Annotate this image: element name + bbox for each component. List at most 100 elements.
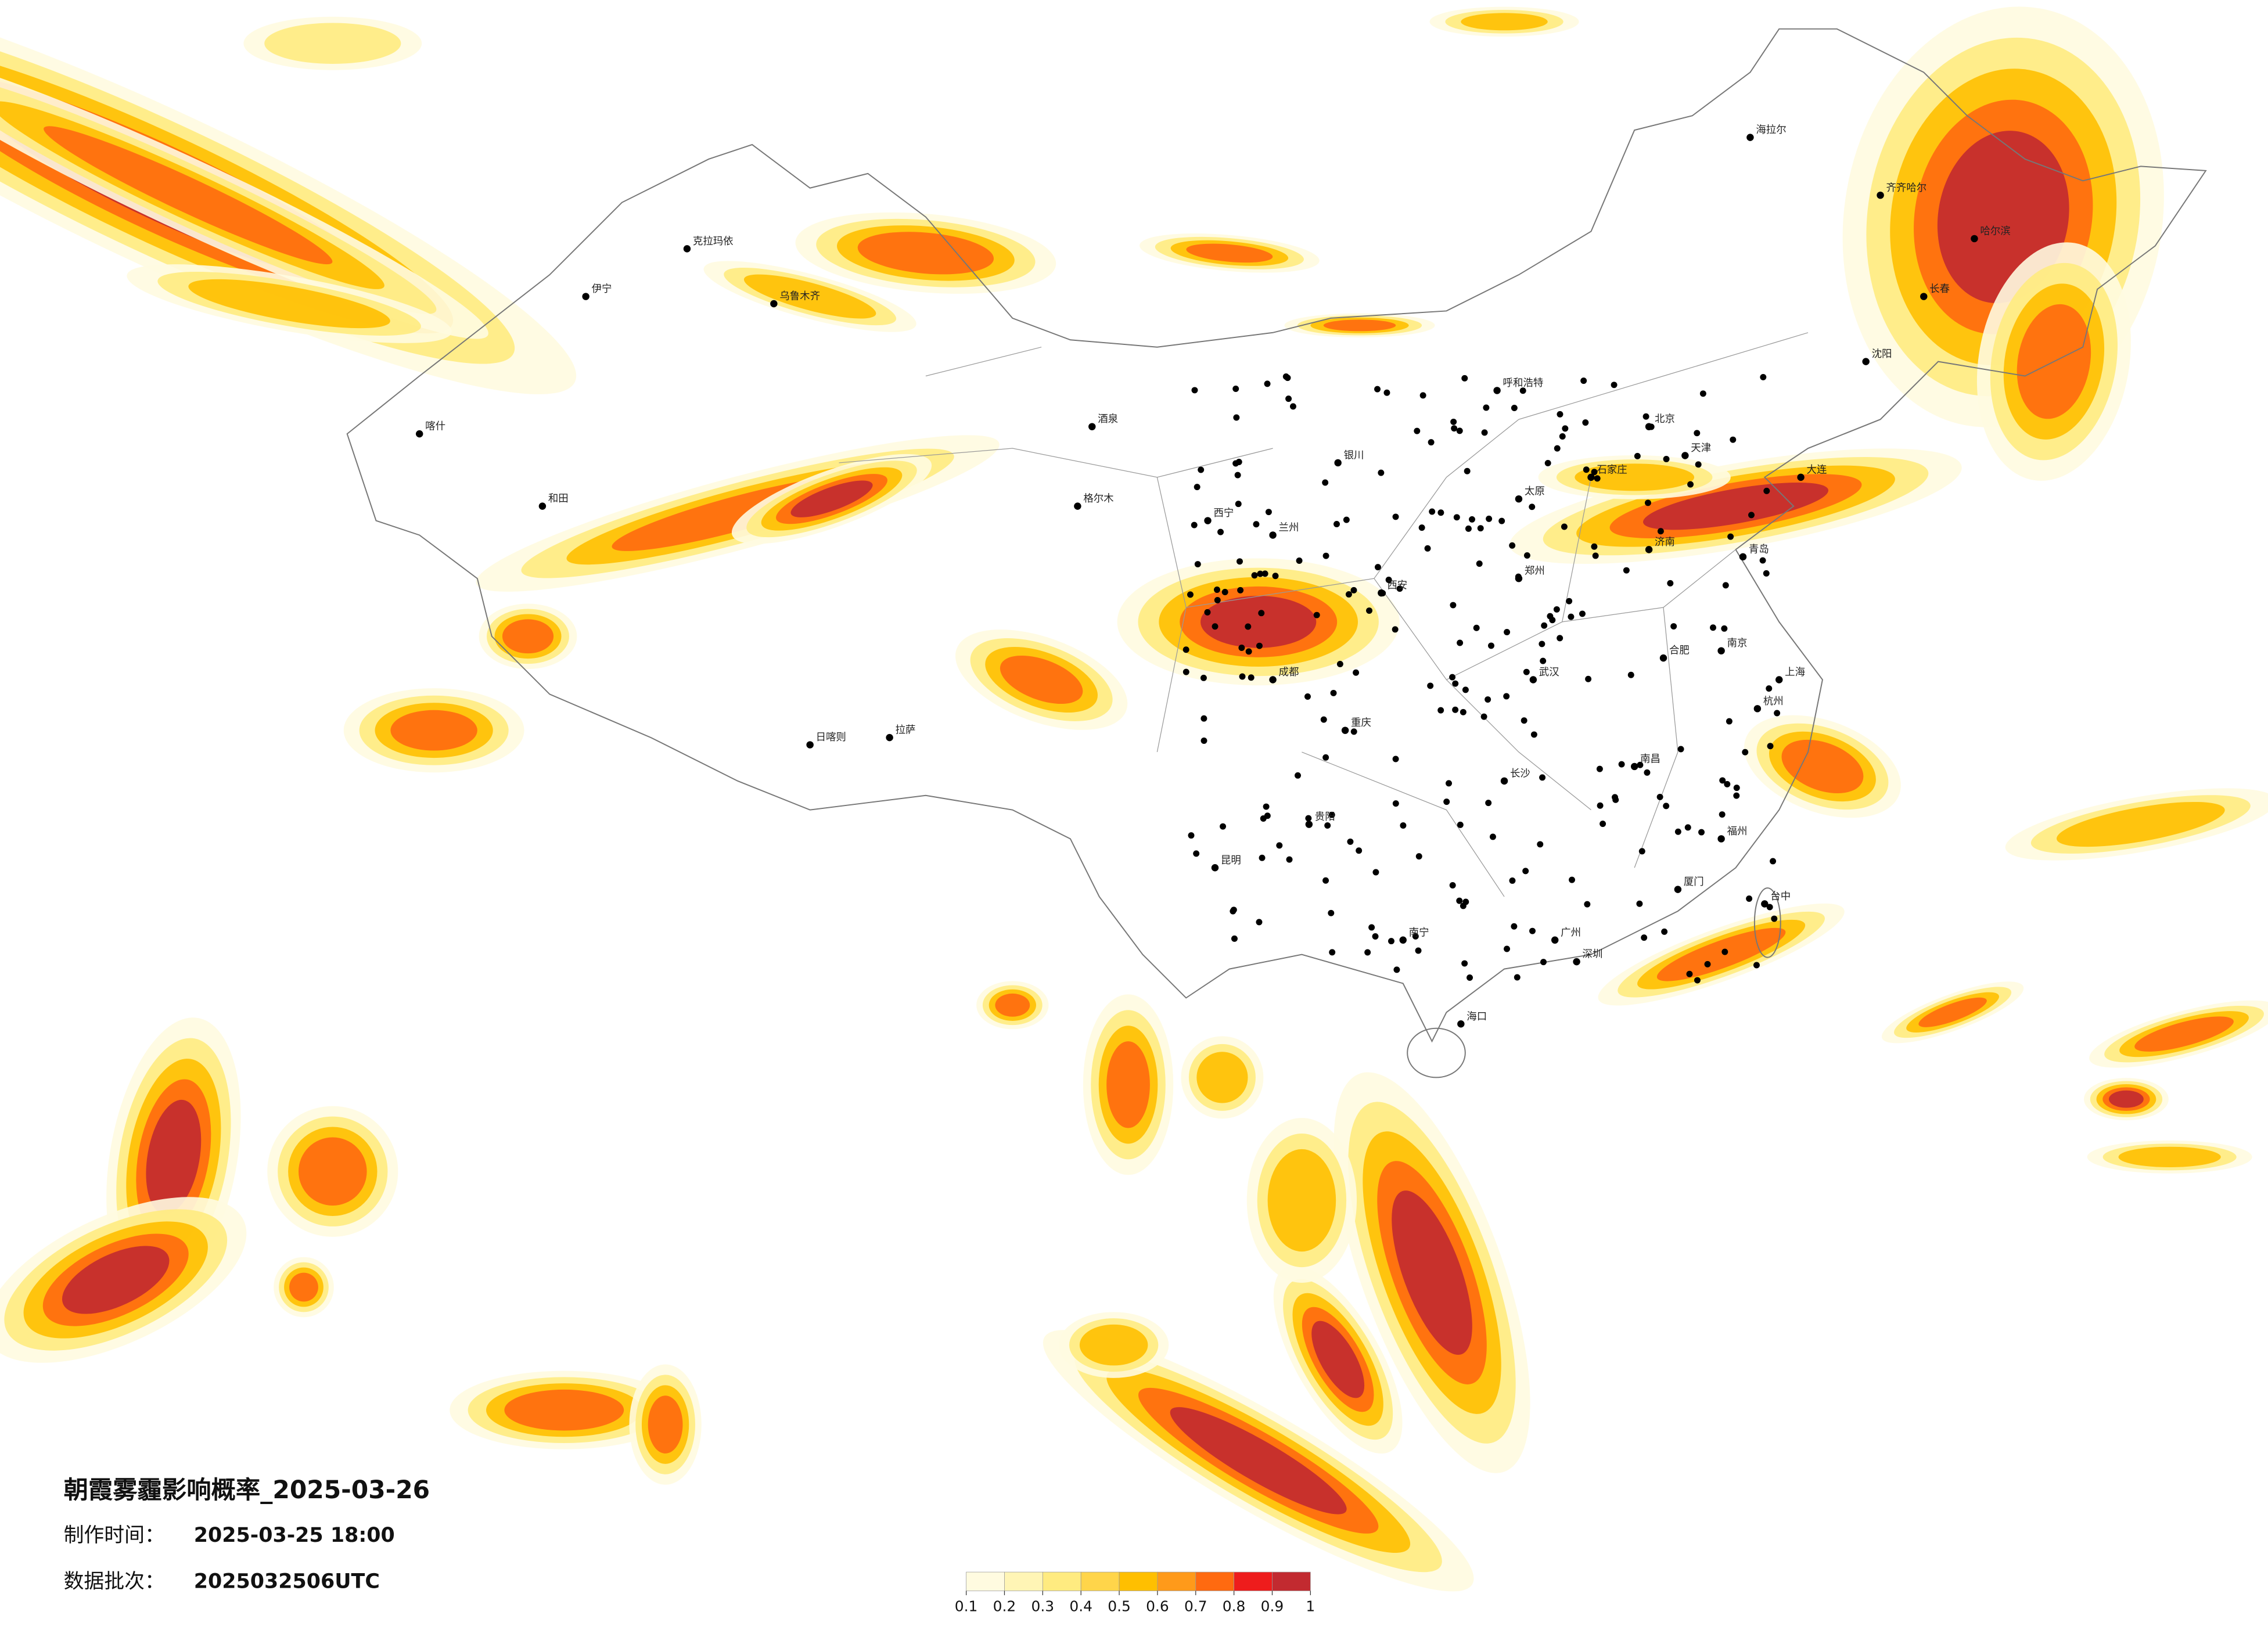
city-dot	[1920, 293, 1928, 300]
station-dot	[1519, 387, 1526, 394]
station-dot	[1460, 708, 1467, 715]
city-dot	[1529, 676, 1537, 684]
city-dot	[1659, 654, 1667, 662]
station-dot	[1580, 377, 1587, 384]
haze-patch	[2118, 1146, 2221, 1167]
city-label: 南宁	[1409, 927, 1429, 938]
station-dot	[1704, 961, 1711, 967]
station-dot	[1437, 707, 1444, 714]
station-dot	[1393, 966, 1400, 973]
city-label: 厦门	[1684, 876, 1704, 888]
station-dot	[1583, 466, 1590, 473]
station-dot	[1566, 598, 1573, 605]
station-dot	[1328, 909, 1335, 916]
station-dot	[1272, 573, 1279, 580]
station-dot	[1667, 580, 1674, 587]
station-dot	[1313, 611, 1320, 618]
city-dot	[1305, 821, 1313, 828]
city-dot	[1515, 574, 1523, 582]
city-dot	[1739, 553, 1747, 561]
city-label: 日喀则	[816, 732, 846, 743]
station-dot	[1537, 841, 1544, 848]
city-dot	[1551, 936, 1559, 944]
station-dot	[1350, 728, 1357, 735]
city-dot	[415, 430, 423, 438]
haze-patch	[1656, 927, 1786, 981]
station-dot	[1657, 528, 1664, 535]
station-dot	[1727, 533, 1734, 540]
station-dot	[1345, 591, 1352, 598]
station-dot	[1766, 685, 1773, 692]
city-label: 重庆	[1351, 717, 1371, 729]
city-label: 西安	[1387, 580, 1407, 592]
station-dot	[1746, 895, 1753, 902]
station-dot	[1400, 822, 1407, 829]
station-dot	[1477, 525, 1484, 532]
city-dot	[683, 245, 691, 253]
city-label: 齐齐哈尔	[1886, 182, 1927, 194]
city-label: 西宁	[1213, 508, 1234, 519]
city-label: 贵阳	[1315, 811, 1335, 823]
station-dot	[1449, 674, 1456, 681]
station-dot	[1372, 933, 1379, 940]
station-dot	[1511, 923, 1518, 930]
station-dot	[1600, 821, 1606, 828]
station-dot	[1214, 597, 1221, 603]
station-dot	[1418, 524, 1425, 531]
station-dot	[1742, 749, 1749, 756]
station-dot	[1238, 644, 1245, 651]
colorbar-swatch	[1080, 1571, 1120, 1591]
time-label: 制作时间：	[64, 1524, 165, 1547]
city-label: 格尔木	[1083, 493, 1113, 505]
station-dot	[1699, 390, 1706, 397]
station-dot	[1771, 915, 1778, 922]
station-dot	[1582, 419, 1589, 426]
station-dot	[1191, 387, 1198, 394]
colorbar-swatch	[966, 1571, 1005, 1591]
station-dot	[1256, 919, 1263, 926]
city-dot	[1204, 517, 1212, 524]
colorbar-swatch	[1157, 1571, 1196, 1591]
station-dot	[1473, 624, 1480, 631]
city-label: 喀什	[425, 421, 445, 433]
station-dot	[1191, 521, 1198, 528]
haze-patch	[790, 480, 873, 517]
station-dot	[1374, 386, 1381, 393]
city-label: 深圳	[1583, 949, 1603, 961]
city-dot	[1862, 358, 1870, 365]
city-dot	[1269, 676, 1277, 684]
city-dot	[1500, 777, 1508, 785]
station-dot	[1304, 693, 1311, 700]
station-dot	[1579, 610, 1586, 617]
station-dot	[1553, 606, 1560, 613]
haze-patch	[1201, 596, 1317, 648]
city-label: 拉萨	[896, 725, 916, 736]
city-dot	[582, 293, 590, 300]
station-dot	[1232, 386, 1239, 392]
city-label: 南京	[1727, 638, 1748, 649]
station-dot	[1719, 811, 1726, 818]
station-dot	[1557, 411, 1563, 418]
city-dot	[538, 502, 547, 510]
station-dot	[1529, 503, 1536, 510]
station-dot	[1627, 671, 1634, 678]
city-label: 武汉	[1539, 667, 1559, 678]
city-label: 伊宁	[592, 283, 612, 295]
haze-patch	[2134, 1016, 2234, 1052]
haze-patch	[995, 993, 1030, 1017]
station-dot	[1480, 713, 1487, 720]
station-dot	[1366, 607, 1372, 614]
colorbar-tick-label: 0.6	[1146, 1598, 1169, 1614]
city-dot	[1493, 387, 1501, 394]
city-dot	[1334, 459, 1342, 467]
haze-patch	[743, 274, 876, 319]
station-dot	[1235, 501, 1242, 508]
station-dot	[1638, 848, 1645, 855]
station-dot	[1694, 430, 1701, 437]
haze-patch	[1106, 1041, 1150, 1128]
station-dot	[1618, 761, 1625, 768]
station-dot	[1276, 842, 1283, 849]
city-label: 石家庄	[1597, 464, 1627, 476]
haze-patch	[44, 126, 333, 265]
